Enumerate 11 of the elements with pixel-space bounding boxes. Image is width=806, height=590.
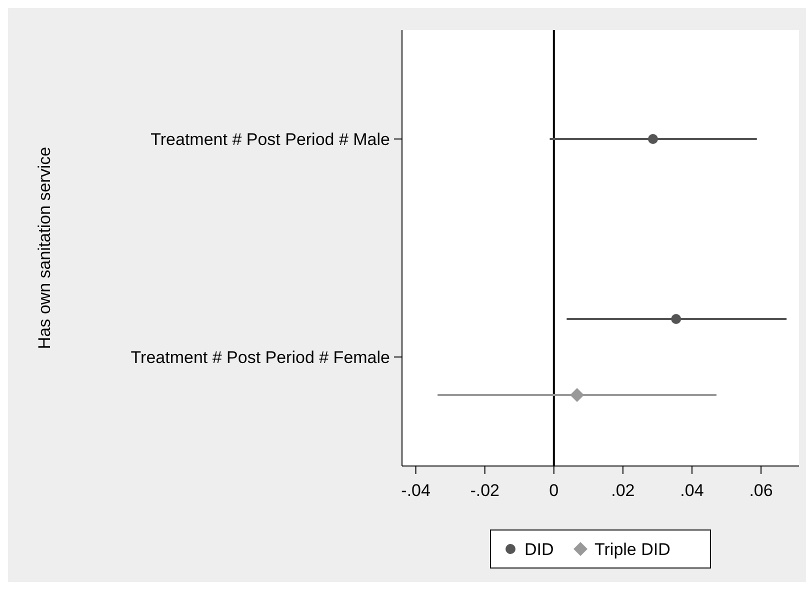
x-tick-label: .04: [680, 481, 704, 500]
legend-label: Triple DID: [594, 540, 670, 559]
y-tick-label: Treatment # Post Period # Male: [150, 130, 390, 149]
x-tick-label: 0: [549, 481, 559, 500]
x-tick-label: .06: [749, 481, 773, 500]
x-tick-label: -.04: [401, 481, 430, 500]
legend-label: DID: [524, 540, 554, 559]
x-tick-label: -.02: [470, 481, 500, 500]
x-tick-label: .02: [611, 481, 635, 500]
y-axis-title: Has own sanitation service: [35, 146, 54, 350]
y-tick-label: Treatment # Post Period # Female: [130, 348, 390, 367]
